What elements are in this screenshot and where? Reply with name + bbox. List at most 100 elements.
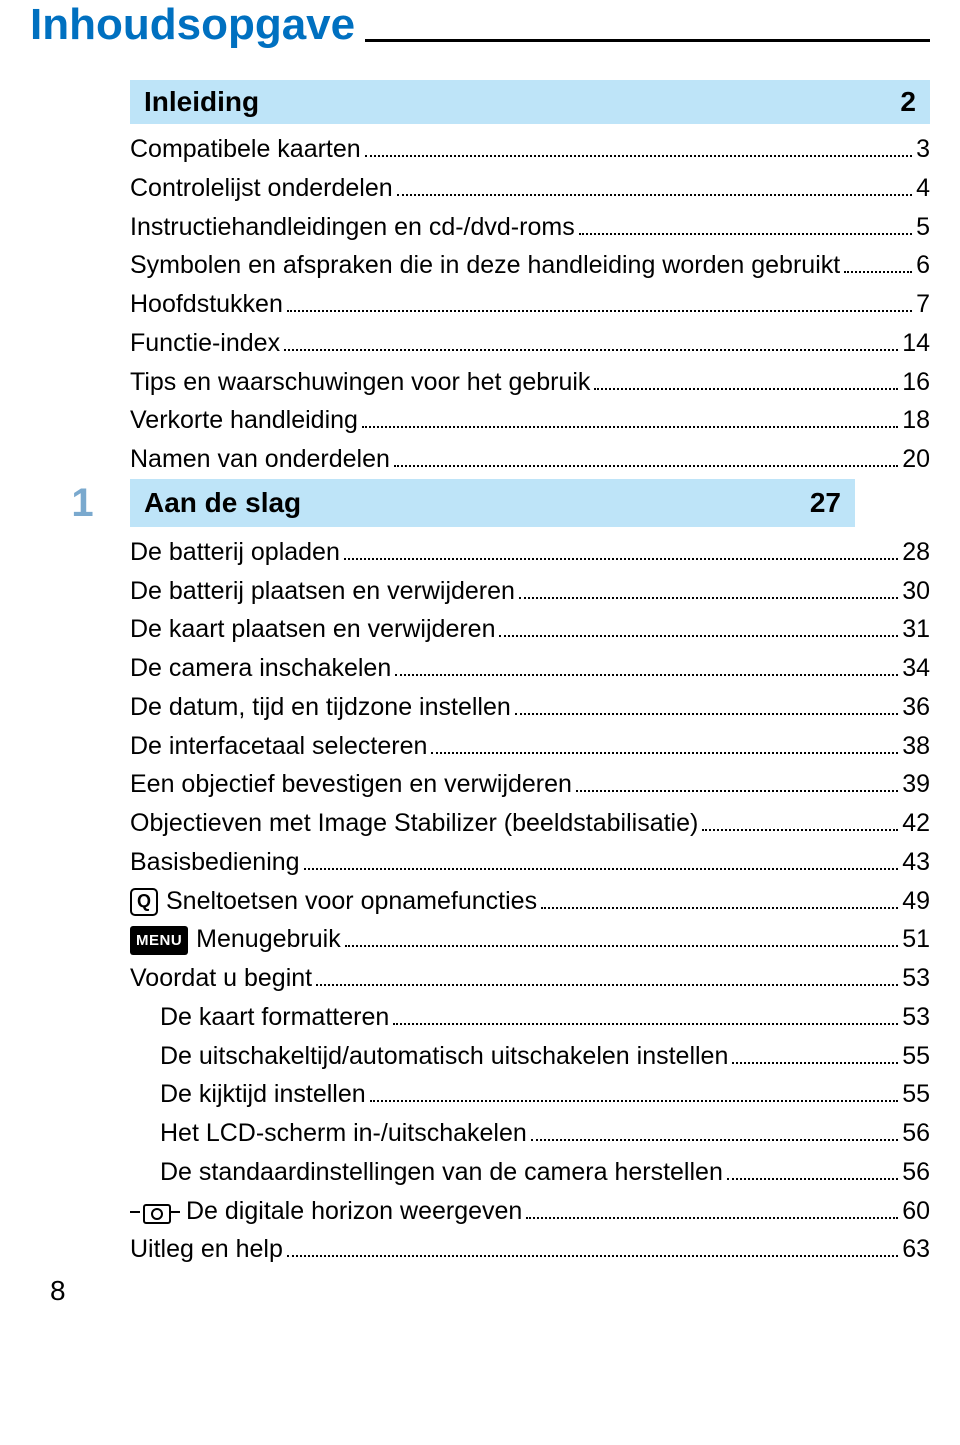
toc-entry: De digitale horizon weergeven 60 [130,1192,930,1231]
leader-dots [287,1255,898,1257]
toc-entry-label: Verkorte handleiding [130,401,358,440]
toc-entry-label: Hoofdstukken [130,285,283,324]
toc-entry-label: Namen van onderdelen [130,440,390,479]
toc-entry-page: 3 [916,130,930,169]
toc-entry: De batterij opladen 28 [130,533,930,572]
leader-dots [732,1062,898,1064]
section-heading: Inleiding2 [130,80,930,124]
toc-entry-page: 16 [902,363,930,402]
toc-entry-label: Uitleg en help [130,1230,283,1269]
toc-entry-page: 5 [916,208,930,247]
leader-dots [365,155,912,157]
toc-entry-page: 6 [916,246,930,285]
toc-entry: De interfacetaal selecteren 38 [130,727,930,766]
leader-dots [431,752,898,754]
toc-entry: De kaart formatteren 53 [130,998,930,1037]
section-heading-page: 2 [900,86,916,118]
q-icon: Q [130,888,158,916]
toc-entry-label: Instructiehandleidingen en cd-/dvd-roms [130,208,575,247]
toc-entry-page: 7 [916,285,930,324]
toc-entry-page: 18 [902,401,930,440]
toc-entry-page: 20 [902,440,930,479]
toc-entry-page: 56 [902,1114,930,1153]
toc-entry-label: De camera inschakelen [130,649,391,688]
leader-dots [531,1139,898,1141]
toc-entry: QSneltoetsen voor opnamefuncties 49 [130,882,930,921]
toc-entry-page: 38 [902,727,930,766]
leader-dots [370,1100,899,1102]
toc-entry: Verkorte handleiding 18 [130,401,930,440]
toc-entry: De standaardinstellingen van de camera h… [130,1153,930,1192]
toc-entry: Compatibele kaarten 3 [130,130,930,169]
toc-entry-label: QSneltoetsen voor opnamefuncties [130,882,537,921]
toc-entry-label: De standaardinstellingen van de camera h… [160,1153,723,1192]
toc-entry-label: De kaart formatteren [160,998,389,1037]
toc-entry: Basisbediening 43 [130,843,930,882]
chapter-number: 1 [55,479,110,527]
toc-entry-label: De kaart plaatsen en verwijderen [130,610,495,649]
toc-entry-label: Basisbediening [130,843,300,882]
title-rule [365,39,930,42]
toc-entry-label: De batterij opladen [130,533,340,572]
toc-entry-page: 55 [902,1037,930,1076]
toc-entry: Controlelijst onderdelen 4 [130,169,930,208]
page-number: 8 [50,1275,66,1307]
leader-dots [394,465,898,467]
toc-entry-label: Objectieven met Image Stabilizer (beelds… [130,804,698,843]
toc-entry: De datum, tijd en tijdzone instellen 36 [130,688,930,727]
toc-entry-page: 14 [902,324,930,363]
toc-entry: De batterij plaatsen en verwijderen 30 [130,572,930,611]
toc-entry-label: Voordat u begint [130,959,312,998]
toc-entry-page: 51 [902,920,930,959]
leader-dots [304,868,899,870]
toc-entry: Functie-index 14 [130,324,930,363]
toc-entry-label: Het LCD-scherm in-/uitschakelen [160,1114,527,1153]
toc-entry: Uitleg en help 63 [130,1230,930,1269]
toc-entry-label: De uitschakeltijd/automatisch uitschakel… [160,1037,728,1076]
section-heading-label: Aan de slag [144,487,301,519]
toc-entry-page: 4 [916,169,930,208]
section-heading-page: 27 [810,487,841,519]
toc-entry: De kijktijd instellen 55 [130,1075,930,1114]
leader-dots [284,349,898,351]
toc-entry-label: Symbolen en afspraken die in deze handle… [130,246,840,285]
toc-entry: Symbolen en afspraken die in deze handle… [130,246,930,285]
toc-entry-page: 53 [902,959,930,998]
leader-dots [499,635,898,637]
toc-entry-page: 60 [902,1192,930,1231]
leader-dots [702,829,898,831]
toc-entry-label: Compatibele kaarten [130,130,361,169]
toc-entry: Instructiehandleidingen en cd-/dvd-roms … [130,208,930,247]
leader-dots [844,271,912,273]
toc-entry-page: 56 [902,1153,930,1192]
toc-entry-label: Een objectief bevestigen en verwijderen [130,765,572,804]
leader-dots [344,558,898,560]
toc-entry-label: Tips en waarschuwingen voor het gebruik [130,363,590,402]
leader-dots [526,1217,898,1219]
toc-entry-label: MENUMenugebruik [130,920,341,959]
toc-entry: Het LCD-scherm in-/uitschakelen 56 [130,1114,930,1153]
toc-entry-page: 43 [902,843,930,882]
leader-dots [579,233,912,235]
toc-entry-label: De digitale horizon weergeven [130,1192,522,1231]
leader-dots [397,194,912,196]
page-title: Inhoudsopgave [30,0,355,50]
toc-entry-page: 53 [902,998,930,1037]
leader-dots [576,790,898,792]
toc-entry-label: Functie-index [130,324,280,363]
toc-entry: Namen van onderdelen 20 [130,440,930,479]
toc-entry-page: 31 [902,610,930,649]
toc-entry: MENUMenugebruik 51 [130,920,930,959]
camera-icon [130,1199,180,1225]
toc-entry-label: Controlelijst onderdelen [130,169,393,208]
leader-dots [727,1178,898,1180]
toc-entry: De uitschakeltijd/automatisch uitschakel… [130,1037,930,1076]
toc-entry-label: De batterij plaatsen en verwijderen [130,572,515,611]
toc-entry-page: 55 [902,1075,930,1114]
leader-dots [345,945,898,947]
toc-entry-page: 63 [902,1230,930,1269]
leader-dots [393,1023,898,1025]
section-heading: Aan de slag 27 [130,479,855,527]
toc-entry: Hoofdstukken 7 [130,285,930,324]
toc-entry: De kaart plaatsen en verwijderen 31 [130,610,930,649]
